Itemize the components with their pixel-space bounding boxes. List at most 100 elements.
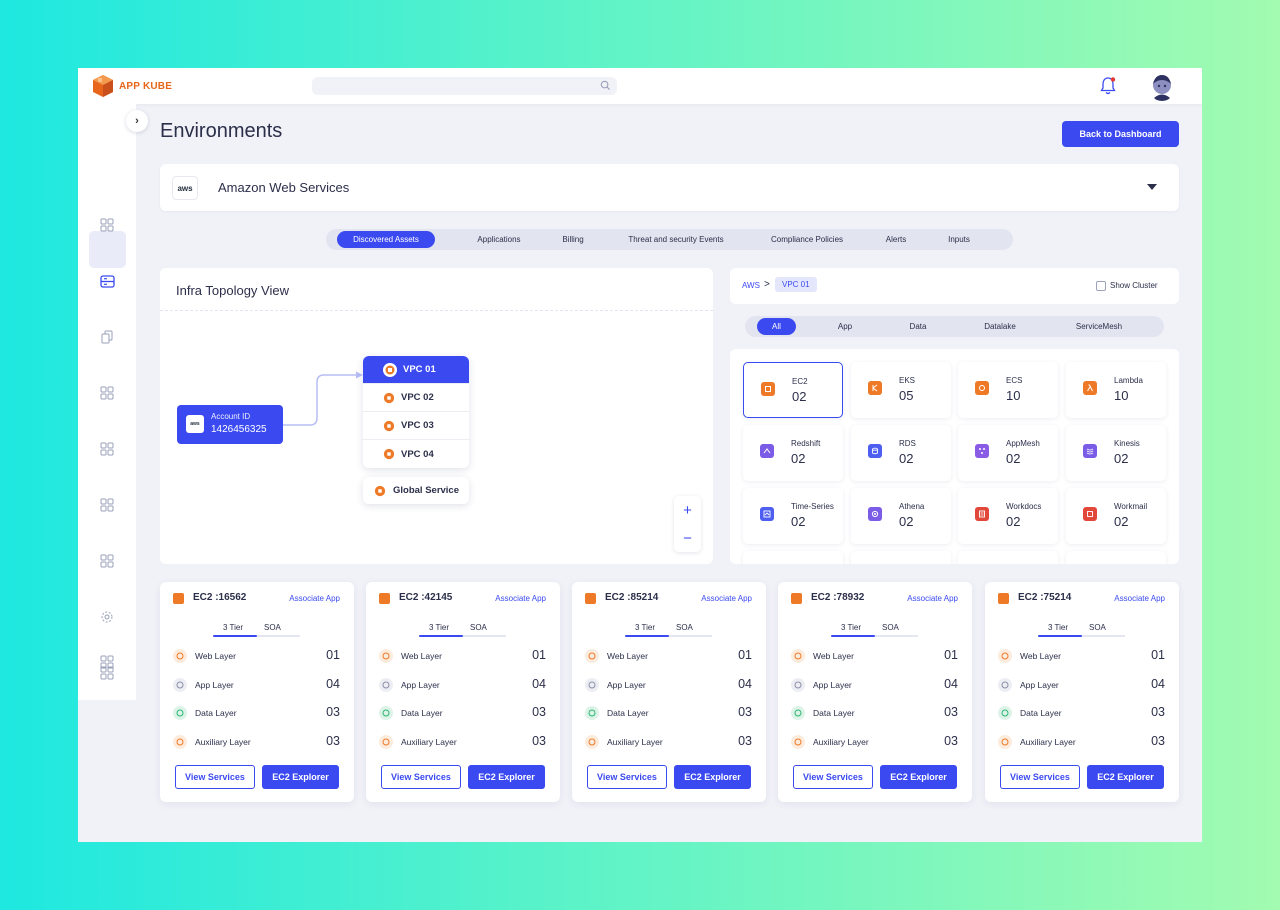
- back-to-dashboard-button[interactable]: Back to Dashboard: [1062, 121, 1179, 147]
- layer-row[interactable]: Auxiliary Layer 03: [985, 732, 1179, 752]
- sidebar-item-9[interactable]: [98, 664, 116, 682]
- global-service-node[interactable]: Global Service: [363, 477, 469, 504]
- associate-app-link[interactable]: Associate App: [701, 594, 752, 603]
- ec2-explorer-button[interactable]: EC2 Explorer: [880, 765, 957, 789]
- layer-row[interactable]: Auxiliary Layer 03: [572, 732, 766, 752]
- service-card-workdocs[interactable]: Workdocs 02: [958, 488, 1058, 544]
- layer-row[interactable]: Data Layer 03: [985, 703, 1179, 723]
- associate-app-link[interactable]: Associate App: [289, 594, 340, 603]
- app-logo[interactable]: APP KUBE: [90, 73, 172, 99]
- tab-soa[interactable]: SOA: [470, 623, 487, 632]
- service-card-redshift[interactable]: Redshift 02: [743, 425, 843, 481]
- notification-button[interactable]: [1099, 76, 1117, 101]
- service-card-eks[interactable]: EKS 05: [851, 362, 951, 418]
- service-card-partial[interactable]: [743, 551, 843, 564]
- sidebar-item-dashboard[interactable]: [98, 216, 116, 234]
- tab-3-tier[interactable]: 3 Tier: [635, 623, 656, 632]
- service-card-kinesis[interactable]: Kinesis 02: [1066, 425, 1166, 481]
- sidebar-item-6[interactable]: [98, 496, 116, 514]
- layer-row[interactable]: App Layer 04: [160, 675, 354, 695]
- associate-app-link[interactable]: Associate App: [907, 594, 958, 603]
- view-services-button[interactable]: View Services: [1000, 765, 1080, 789]
- ec2-explorer-button[interactable]: EC2 Explorer: [468, 765, 545, 789]
- tab-compliance-policies[interactable]: Compliance Policies: [770, 235, 844, 244]
- vpc-node-03[interactable]: VPC 03: [363, 412, 469, 440]
- layer-row[interactable]: Web Layer 01: [778, 646, 972, 666]
- category-servicemesh[interactable]: ServiceMesh: [1075, 322, 1123, 331]
- vpc-node-02[interactable]: VPC 02: [363, 384, 469, 412]
- tab-3-tier[interactable]: 3 Tier: [841, 623, 862, 632]
- sidebar-item-5[interactable]: [98, 440, 116, 458]
- tab-inputs[interactable]: Inputs: [948, 235, 970, 244]
- sidebar-toggle-button[interactable]: ›: [126, 110, 148, 132]
- ec2-explorer-button[interactable]: EC2 Explorer: [262, 765, 339, 789]
- sidebar-item-settings[interactable]: [98, 608, 116, 626]
- account-node[interactable]: aws Account ID 1426456325: [177, 405, 283, 444]
- zoom-in-button[interactable]: +: [683, 501, 692, 519]
- service-card-partial[interactable]: [851, 551, 951, 564]
- layer-row[interactable]: Data Layer 03: [572, 703, 766, 723]
- associate-app-link[interactable]: Associate App: [1114, 594, 1165, 603]
- tab-alerts[interactable]: Alerts: [885, 235, 907, 244]
- layer-row[interactable]: Web Layer 01: [985, 646, 1179, 666]
- service-card-rds[interactable]: RDS 02: [851, 425, 951, 481]
- view-services-button[interactable]: View Services: [175, 765, 255, 789]
- layer-row[interactable]: Auxiliary Layer 03: [160, 732, 354, 752]
- layer-row[interactable]: Data Layer 03: [778, 703, 972, 723]
- breadcrumb-current[interactable]: VPC 01: [775, 277, 817, 292]
- view-services-button[interactable]: View Services: [381, 765, 461, 789]
- view-services-button[interactable]: View Services: [587, 765, 667, 789]
- tab-3-tier[interactable]: 3 Tier: [429, 623, 450, 632]
- service-card-ecs[interactable]: ECS 10: [958, 362, 1058, 418]
- layer-row[interactable]: App Layer 04: [366, 675, 560, 695]
- service-card-appmesh[interactable]: AppMesh 02: [958, 425, 1058, 481]
- category-datalake[interactable]: Datalake: [984, 322, 1016, 331]
- layer-row[interactable]: App Layer 04: [985, 675, 1179, 695]
- tab-discovered-assets[interactable]: Discovered Assets: [337, 231, 435, 248]
- zoom-out-button[interactable]: −: [683, 529, 692, 547]
- service-card-athena[interactable]: Athena 02: [851, 488, 951, 544]
- tab-soa[interactable]: SOA: [264, 623, 281, 632]
- sidebar-item-10[interactable]: [98, 653, 116, 671]
- layer-row[interactable]: Data Layer 03: [366, 703, 560, 723]
- tab-soa[interactable]: SOA: [882, 623, 899, 632]
- vpc-node-01[interactable]: VPC 01: [363, 356, 469, 384]
- layer-row[interactable]: Data Layer 03: [160, 703, 354, 723]
- show-cluster-checkbox[interactable]: [1096, 281, 1106, 291]
- ec2-explorer-button[interactable]: EC2 Explorer: [674, 765, 751, 789]
- tab-3-tier[interactable]: 3 Tier: [1048, 623, 1069, 632]
- layer-row[interactable]: Web Layer 01: [160, 646, 354, 666]
- avatar[interactable]: [1147, 71, 1177, 101]
- tab-billing[interactable]: Billing: [562, 235, 584, 244]
- vpc-node-04[interactable]: VPC 04: [363, 440, 469, 468]
- sidebar-item-documents[interactable]: [98, 328, 116, 346]
- layer-row[interactable]: Web Layer 01: [572, 646, 766, 666]
- layer-row[interactable]: Auxiliary Layer 03: [366, 732, 560, 752]
- view-services-button[interactable]: View Services: [793, 765, 873, 789]
- breadcrumb-aws[interactable]: AWS: [742, 281, 760, 290]
- tab-soa[interactable]: SOA: [676, 623, 693, 632]
- service-card-lambda[interactable]: Lambda 10: [1066, 362, 1166, 418]
- category-data[interactable]: Data: [909, 322, 927, 331]
- sidebar-item-environments[interactable]: [98, 272, 116, 290]
- ec2-explorer-button[interactable]: EC2 Explorer: [1087, 765, 1164, 789]
- category-app[interactable]: App: [837, 322, 853, 331]
- tab-3-tier[interactable]: 3 Tier: [223, 623, 244, 632]
- sidebar-item-4[interactable]: [98, 384, 116, 402]
- service-card-ec2[interactable]: EC2 02: [743, 362, 843, 418]
- associate-app-link[interactable]: Associate App: [495, 594, 546, 603]
- layer-row[interactable]: Web Layer 01: [366, 646, 560, 666]
- service-card-partial[interactable]: [958, 551, 1058, 564]
- layer-row[interactable]: Auxiliary Layer 03: [778, 732, 972, 752]
- service-card-time-series[interactable]: Time-Series 02: [743, 488, 843, 544]
- environment-selector[interactable]: aws Amazon Web Services: [160, 164, 1179, 211]
- category-all[interactable]: All: [757, 318, 796, 335]
- layer-row[interactable]: App Layer 04: [572, 675, 766, 695]
- search-input[interactable]: [312, 77, 617, 95]
- service-card-partial[interactable]: [1066, 551, 1166, 564]
- tab-applications[interactable]: Applications: [477, 235, 521, 244]
- service-card-workmail[interactable]: Workmail 02: [1066, 488, 1166, 544]
- sidebar-item-7[interactable]: [98, 552, 116, 570]
- tab-soa[interactable]: SOA: [1089, 623, 1106, 632]
- chevron-down-icon[interactable]: [1147, 184, 1157, 190]
